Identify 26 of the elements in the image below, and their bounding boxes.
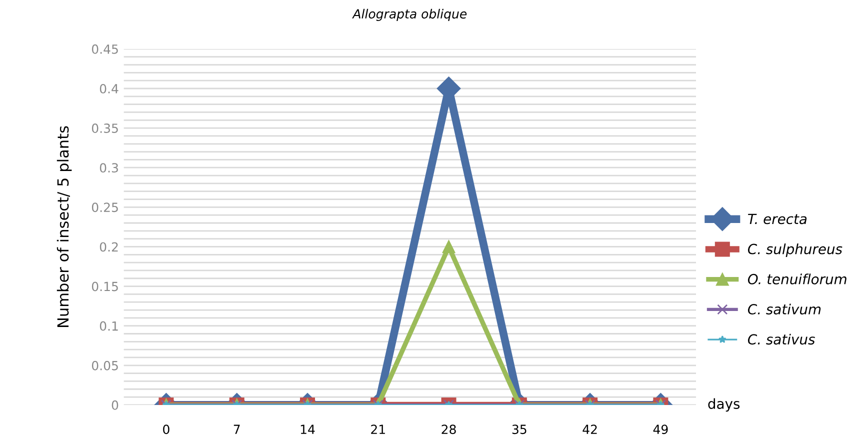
x-axis-title: days xyxy=(708,398,740,412)
chart-title: Allograpta oblique xyxy=(352,8,467,21)
y-tick-label: 0.45 xyxy=(92,44,118,54)
x-tick-label: 42 xyxy=(582,424,597,434)
x-tick-label: 49 xyxy=(653,424,668,434)
x-tick-label: 35 xyxy=(512,424,526,434)
legend-label: T. erecta xyxy=(748,214,807,224)
x-tick-label: 0 xyxy=(163,424,170,434)
x-tick-label: 14 xyxy=(300,424,315,434)
y-tick-label: 0.3 xyxy=(100,163,118,173)
y-tick-label: 0.1 xyxy=(100,321,118,331)
y-tick-label: 0.2 xyxy=(100,242,118,252)
y-tick-label: 0.05 xyxy=(92,360,118,370)
y-axis-title: Number of insect/ 5 plants xyxy=(56,126,72,327)
y-tick-label: 0.25 xyxy=(92,202,118,212)
y-tick-label: 0 xyxy=(112,400,118,410)
x-tick-label: 7 xyxy=(234,424,240,434)
legend-label: C. sativus xyxy=(748,334,815,345)
legend-label: C. sativum xyxy=(748,304,821,314)
legend-label: O. tenuiflorum xyxy=(748,274,846,284)
y-tick-label: 0.15 xyxy=(92,282,118,292)
legend-label: C. sulphureus xyxy=(748,244,842,257)
x-tick-label: 28 xyxy=(442,424,456,434)
y-tick-label: 0.4 xyxy=(100,84,118,94)
x-tick-label: 21 xyxy=(371,424,385,434)
y-tick-label: 0.35 xyxy=(92,124,118,133)
